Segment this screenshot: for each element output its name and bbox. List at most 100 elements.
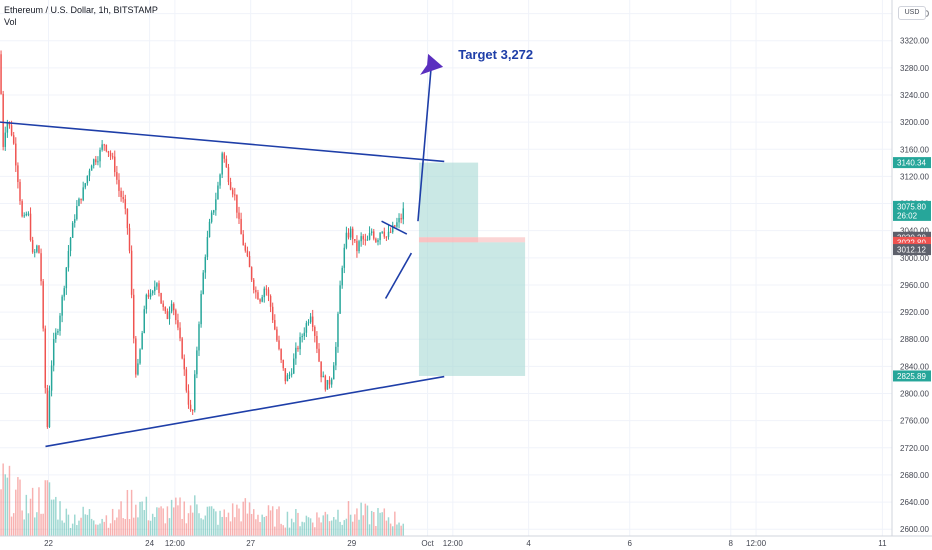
candle-body [40,253,42,282]
volume-bar [242,501,244,536]
volume-bar [400,525,402,536]
candle-body [265,288,268,290]
candle-body [78,198,80,206]
volume-bar [318,517,320,536]
candle-body [143,309,145,334]
candle-body [234,194,236,196]
volume-bar [88,509,91,536]
volume-bar [185,523,188,536]
candle-body [126,208,129,229]
volume-bar [139,501,141,536]
volume-bar [27,513,30,536]
time-tick-label: 12:00 [746,539,767,548]
volume-bar [271,506,274,536]
volume-bar [92,520,95,536]
volume-bar [299,526,301,536]
volume-bar [90,518,93,536]
volume-bar [303,522,306,536]
volume-bar [71,523,74,536]
volume-bar [333,517,335,536]
candle-body [114,156,116,173]
candle-body [238,212,240,219]
candle-body [181,338,183,359]
volume-bar [183,501,185,536]
volume-bar [339,521,341,536]
candle-body [337,313,339,347]
candle-body [288,374,291,376]
volume-bar [31,487,34,536]
candle-body [36,245,38,252]
candle-body [328,380,331,385]
candle-body [189,404,192,410]
volume-bar [69,527,72,536]
volume-bar [269,510,272,536]
volume-bar [250,513,253,536]
candle-body [356,240,358,252]
volume-bar [248,502,251,536]
volume-bar [322,515,324,536]
volume-bar [141,501,143,536]
time-tick-label: 22 [44,539,53,548]
candle-body [307,322,310,324]
candle-body [88,170,91,176]
candle-body [164,306,167,312]
price-tag-label: 3140.34 [897,159,926,168]
volume-indicator-label[interactable]: Vol [4,17,17,27]
volume-bar [286,511,289,536]
volume-bar [8,465,11,536]
volume-bar [223,509,226,536]
volume-bar [238,508,240,536]
price-tick-label: 3200.00 [900,118,929,127]
volume-bar [217,524,219,536]
candle-body [57,331,59,333]
volume-bar [177,505,179,536]
candle-body [74,219,76,223]
volume-bar [172,507,175,536]
price-tag-label: 3075.80 [897,202,926,211]
volume-bar [202,519,204,536]
volume-bar [86,514,89,536]
candle-body [231,189,234,195]
candle-body [76,205,78,220]
volume-bar [2,463,4,536]
volume-bar [234,517,236,536]
candle-body [46,387,49,428]
volume-bar [103,521,105,536]
volume-bar [347,501,350,536]
volume-bar [120,501,122,536]
volume-bar [38,487,40,536]
price-tick-label: 2880.00 [900,335,929,344]
volume-bar [187,513,190,536]
candle-body [381,231,383,233]
volume-bar [356,508,358,536]
candle-body [198,324,200,351]
volume-bar [105,515,108,536]
candle-body [154,286,156,292]
symbol-title: Ethereum / U.S. Dollar, 1h, BITSTAMP [4,5,158,15]
price-tick-label: 3280.00 [900,64,929,73]
candle-body [116,172,118,180]
volume-bar [244,498,247,536]
volume-bar [282,525,284,536]
volume-bar [147,520,150,536]
candle-body [253,279,255,291]
volume-bar [67,514,70,536]
volume-bar [366,505,369,536]
volume-bar [293,522,295,536]
volume-bar [137,517,139,536]
candle-body [6,121,9,133]
volume-bar [387,517,390,536]
volume-bar [259,522,261,536]
candle-body [97,161,99,163]
volume-bar [196,504,198,536]
volume-bar [385,520,388,536]
candle-body [103,144,105,146]
currency-button[interactable]: USD [898,6,926,20]
candle-body [135,338,137,375]
candle-body [377,240,379,243]
candle-body [17,165,19,182]
candle-body [204,256,207,273]
candle-body [229,182,232,190]
volume-bar [389,523,392,536]
